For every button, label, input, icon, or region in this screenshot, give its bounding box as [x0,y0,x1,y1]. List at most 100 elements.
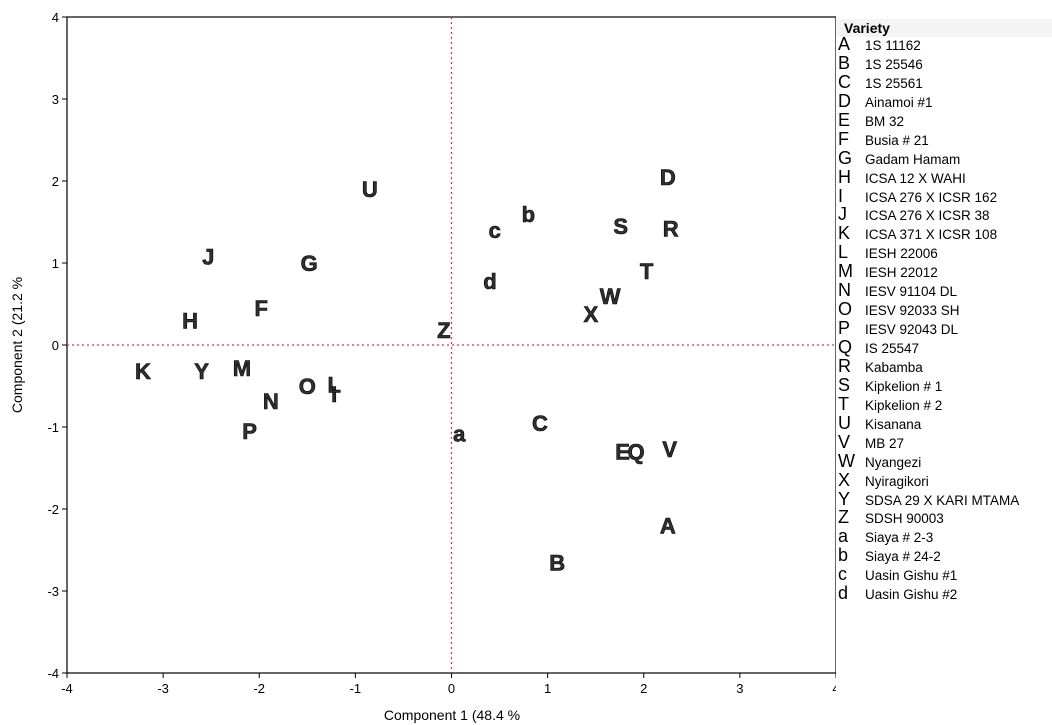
legend-item: X Nyiragikori [836,469,1052,492]
legend-name: ICSA 12 X WAHI [865,170,966,186]
legend-name: Busia # 21 [865,132,929,148]
legend-name: IESV 92043 DL [865,322,959,338]
x-tick-label: 1 [544,681,551,696]
legend-code: Z [838,507,849,528]
legend-title: Variety [836,19,1052,37]
legend-code: A [838,34,851,54]
legend-code: O [838,299,853,320]
y-tick-label: 3 [52,92,59,107]
legend-name: IESV 91104 DL [865,284,958,300]
legend-name: IESH 22012 [865,265,938,281]
legend-name: ICSA 276 X ICSR 38 [865,208,990,224]
legend-items: A 1S 11162 B 1S 25546 C 1S 25561 D Ainamoi #1 E B… [836,34,1052,605]
legend-item: S Kipkelion # 1 [836,374,1052,397]
legend-name: Siaya # 2-3 [865,530,934,546]
legend-code: H [838,166,851,187]
legend-name: 1S 25546 [865,56,923,72]
legend-item: U Kisanana [836,413,1052,435]
x-axis-label: Component 1 (48.4 % [384,707,520,723]
legend-item: J ICSA 276 X ICSR 38 [836,204,1052,226]
legend-item: a Siaya # 2-3 [836,526,1052,548]
legend-item: O IESV 92033 SH [836,299,1052,321]
legend-name: Ainamoi #1 [865,94,933,110]
point-B: B [549,550,565,575]
legend-item: V MB 27 [836,432,1052,454]
reference-lines [67,17,836,673]
y-tick-label: -1 [47,420,59,435]
point-J: J [202,244,214,269]
point-W: W [600,284,621,309]
point-d: d [483,269,496,294]
legend-item: F Busia # 21 [836,129,1052,151]
point-L: L [328,372,341,397]
legend-name: Nyangezi [865,454,922,470]
point-S: S [613,214,628,239]
point-I: I [331,382,337,407]
legend-name: Nyiragikori [865,473,929,489]
legend-name: ICSA 276 X ICSR 162 [865,189,998,205]
point-b: b [522,202,535,227]
legend-name: IESH 22006 [865,246,938,262]
legend-name: Kipkelion # 1 [865,378,943,394]
point-C: C [532,411,548,436]
legend-name: SDSA 29 X KARI MTAMA [865,492,1020,508]
legend-item: K ICSA 371 X ICSR 108 [836,223,1052,245]
legend-code: P [838,318,851,339]
legend-name: Uasin Gishu #1 [865,568,958,584]
legend-item: R Kabamba [836,355,1052,378]
legend-name: SDSH 90003 [865,511,944,527]
legend-item: A 1S 11162 [836,34,1052,56]
y-tick-label: 0 [52,338,59,353]
legend-item: d Uasin Gishu #2 [836,583,1052,605]
legend-code: X [838,469,851,490]
y-tick-label: -4 [47,666,59,681]
y-tick-label: 4 [52,10,59,25]
legend-name: IS 25547 [865,341,920,356]
legend-code: d [838,583,849,604]
x-tick-label: 3 [736,681,743,696]
legend-name: BM 32 [865,113,905,129]
legend-item: L IESH 22006 [836,242,1052,264]
point-N: N [263,389,279,414]
x-tick-label: 0 [448,681,455,696]
point-F: F [254,296,267,321]
legend-item: T Kipkelion # 2 [836,393,1052,416]
legend-code: K [838,223,851,244]
legend-name: MB 27 [865,435,905,451]
data-points: A B C D E F G H I J K L MNO P Q R ST U V WX Y Za bc d [135,165,679,576]
point-A: A [660,513,676,538]
legend-code: E [838,109,851,130]
point-X: X [584,302,599,327]
legend-item: b Siaya # 24-2 [836,545,1052,567]
legend-item: Y SDSA 29 X KARI MTAMA [836,489,1052,511]
legend-name: 1S 11162 [865,38,921,53]
legend: Variety A 1S 11162 B 1S 25546 C 1S 25561 D Aina… [836,19,1052,605]
point-Y: Y [194,359,209,384]
legend-code: T [838,393,849,414]
point-E: E [615,440,630,465]
legend-item: B 1S 25546 [836,52,1052,75]
legend-code: B [838,52,851,73]
legend-code: R [838,355,851,376]
x-tick-label: 4 [832,681,836,696]
legend-name: IESV 92033 SH [865,303,960,319]
point-M: M [233,356,251,381]
legend-code: M [838,261,853,282]
legend-code: Q [838,337,853,357]
legend-code: G [838,147,853,168]
point-Q: Q [627,440,644,465]
point-V: V [662,437,677,462]
legend-code: I [838,185,844,206]
point-T: T [640,259,654,284]
legend-name: Kipkelion # 2 [865,397,943,413]
legend-code: D [838,90,851,111]
point-a: a [453,422,466,447]
y-tick-label: 2 [52,174,59,189]
legend-name: Kabamba [865,359,923,375]
legend-item: Z SDSH 90003 [836,507,1052,529]
legend-item: G Gadam Hamam [836,147,1052,170]
legend-code: S [838,374,851,395]
legend-code: a [838,526,849,547]
legend-name: Gadam Hamam [865,151,961,167]
x-tick-label: 2 [640,681,647,696]
